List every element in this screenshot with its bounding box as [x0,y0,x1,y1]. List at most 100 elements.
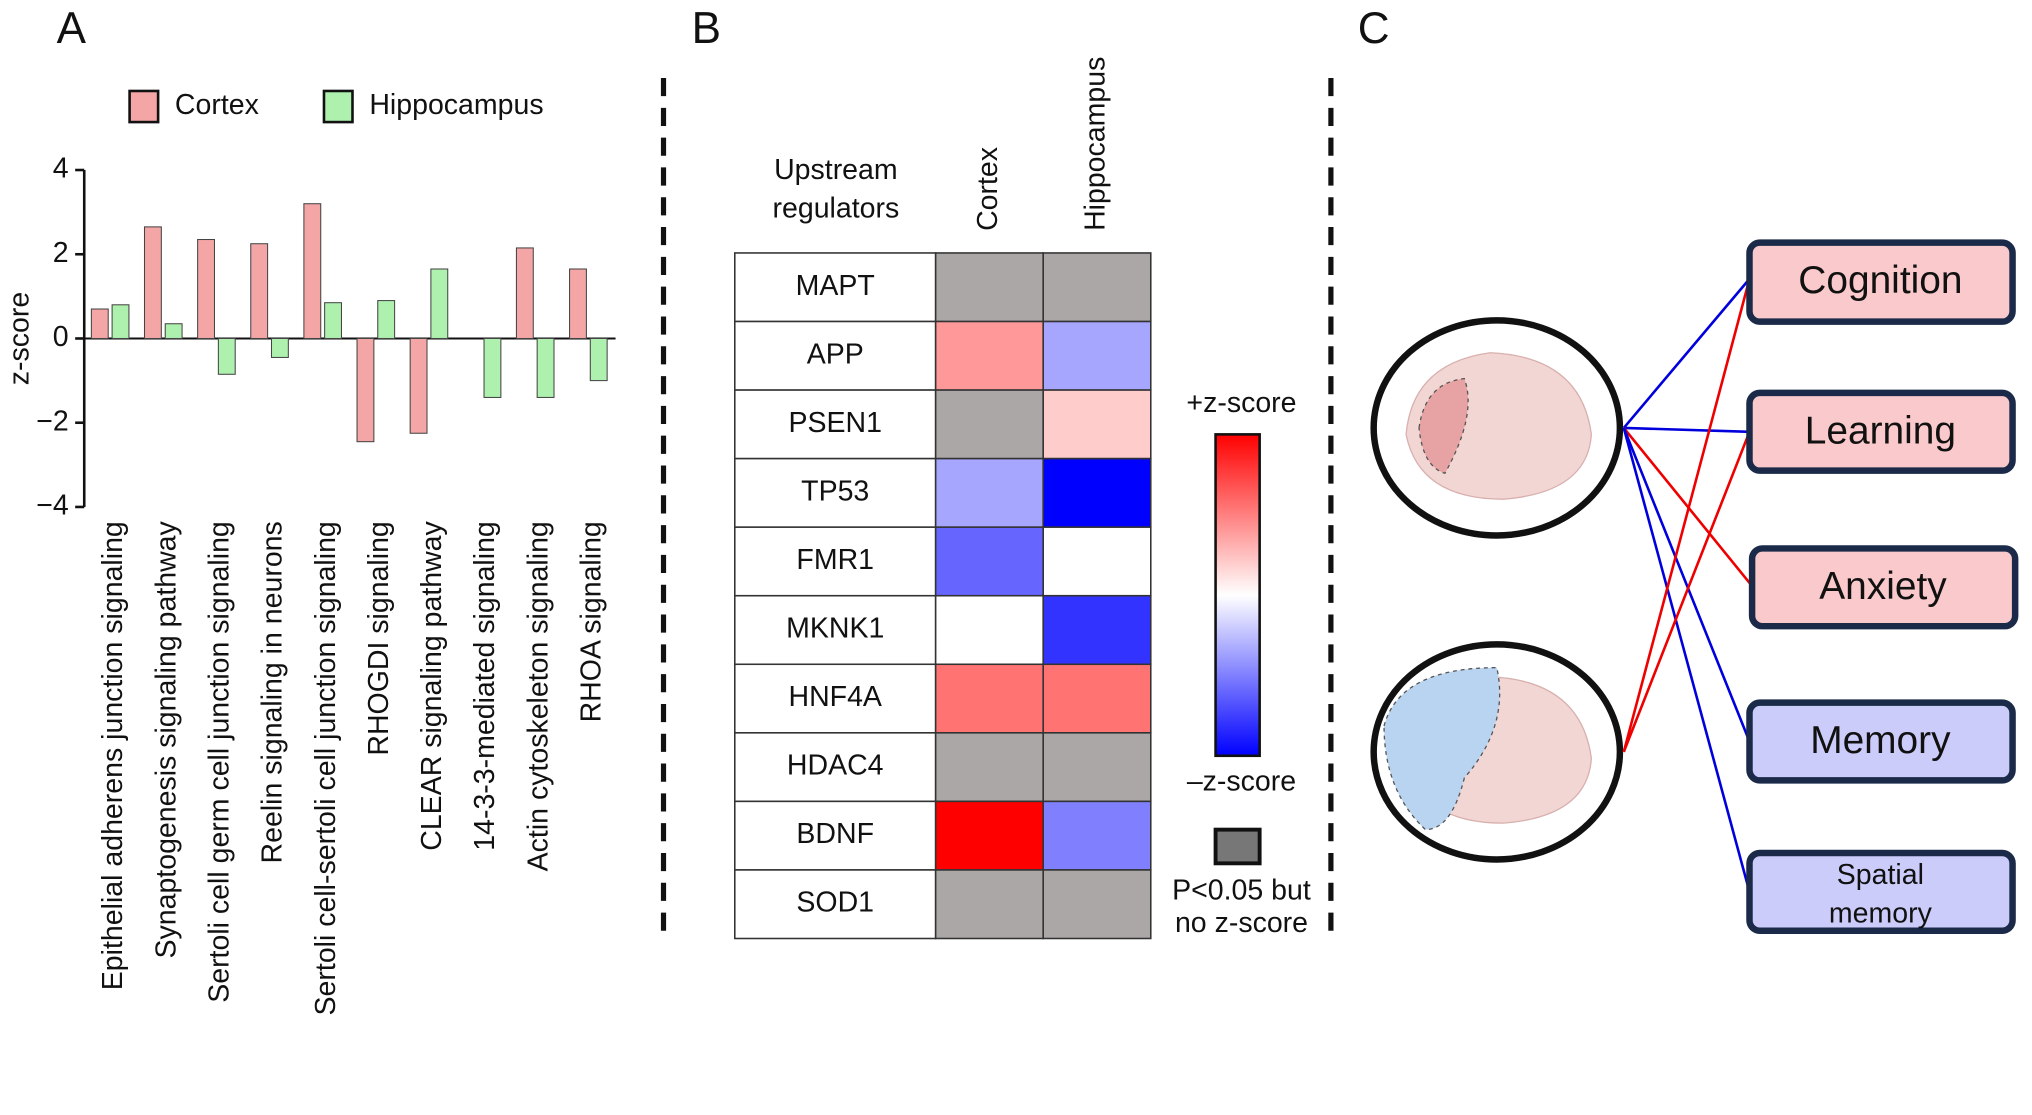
heatmap-cell [1042,320,1152,391]
row-header: regulators [773,193,900,225]
bar [164,323,183,340]
bar [197,238,215,340]
legend-swatch [128,89,160,124]
row-label: HDAC4 [787,750,884,782]
x-tick-label: CLEAR signaling pathway [416,520,448,850]
row-label-cell [734,457,937,528]
heatmap-cell [934,800,1044,871]
bar [356,337,375,443]
na-label: no z-score [1175,907,1308,939]
bar [143,226,162,340]
bar [377,300,396,340]
row-label-cell [734,252,937,323]
bar [430,268,449,340]
node-label: memory [1829,898,1933,930]
row-label: HNF4A [789,681,882,713]
row-label-cell [734,389,937,460]
row-label: FMR1 [796,544,874,576]
bar [217,337,236,375]
heatmap-cell [1042,869,1152,940]
row-label-cell [734,869,937,940]
bar [303,203,322,340]
heatmap-cell [934,869,1044,940]
panel-label: B [692,4,721,53]
bar [536,337,555,398]
node-label: Learning [1805,409,1956,452]
panel-label: C [1358,4,1390,53]
row-label-cell [734,320,937,391]
bar [409,337,428,434]
heatmap-cell [1042,663,1152,734]
row-header: Upstream [774,154,898,186]
node-label: Spatial [1837,859,1924,891]
y-tick-label: 4 [53,153,69,185]
x-tick-label: RHOA signaling [575,521,607,722]
legend-label: Cortex [175,89,259,121]
heatmap-cell [1042,800,1152,871]
node-label: Anxiety [1819,565,1947,608]
bar [111,304,130,340]
legend-label: Hippocampus [369,89,543,121]
y-tick-label: −2 [36,405,69,437]
row-label: APP [807,338,864,370]
y-tick-label: 2 [53,237,69,269]
brain-diagram: Cognition Learning Anxiety Memory Spatia… [1370,239,2019,934]
x-tick-label: Synaptogenesis signaling pathway [150,520,182,958]
heatmap-cell [934,457,1044,528]
colorbar-label: +z-score [1186,387,1296,419]
y-axis-title: z-score [3,292,35,385]
row-label-cell [734,800,937,871]
bar [589,337,608,382]
bar [90,308,109,340]
row-label: PSEN1 [788,407,881,439]
x-tick-label: Sertoli cell-sertoli cell junction signa… [310,521,342,1015]
node-label: Cognition [1798,259,1962,302]
row-label-cell [734,594,937,666]
x-tick-label: RHOGDI signaling [363,521,395,755]
bar [324,302,342,340]
bar [569,268,587,340]
column-header: Cortex [972,147,1004,231]
heatmap-cell [1042,252,1152,323]
node-label: Memory [1810,719,1951,762]
heatmap-cell [934,320,1044,391]
y-tick-label: −4 [36,489,69,521]
row-label: BDNF [796,818,874,850]
colorbar-label: –z-score [1187,766,1296,798]
na-swatch [1213,827,1262,866]
heatmap-cell [1042,732,1152,803]
bar [483,337,502,398]
panel-label: A [57,4,87,53]
x-tick-label: Sertoli cell germ cell junction signalin… [203,521,235,1003]
heatmap-cell [934,252,1044,323]
x-tick-label: Reelin signaling in neurons [257,521,289,863]
legend-swatch [322,89,354,124]
y-tick-label: 0 [53,321,69,353]
heatmap-cell [1042,526,1152,597]
row-label: MKNK1 [786,613,884,645]
x-tick-label: Epithelial adherens junction signaling [97,521,129,990]
bar [270,337,289,358]
bar [515,247,534,340]
na-label: P<0.05 but [1172,874,1311,906]
x-tick-label: 14-3-3-mediated signaling [469,521,501,851]
heatmap-cell [1042,457,1152,528]
row-label-cell [734,732,937,803]
row-label-cell [734,526,937,597]
bar [250,243,269,340]
heatmap-cell [934,594,1044,666]
row-label: SOD1 [796,887,874,919]
heatmap-cell [1042,389,1152,460]
heatmap-cell [1042,594,1152,666]
heatmap-cell [934,663,1044,734]
heatmap-cell [934,526,1044,597]
row-label: TP53 [801,475,869,507]
row-label: MAPT [796,270,875,302]
x-tick-label: Actin cytoskeleton signaling [522,521,554,871]
colorbar [1214,433,1261,758]
column-header: Hippocampus [1080,57,1112,231]
heatmap-cell [934,732,1044,803]
heatmap-cell [934,389,1044,460]
